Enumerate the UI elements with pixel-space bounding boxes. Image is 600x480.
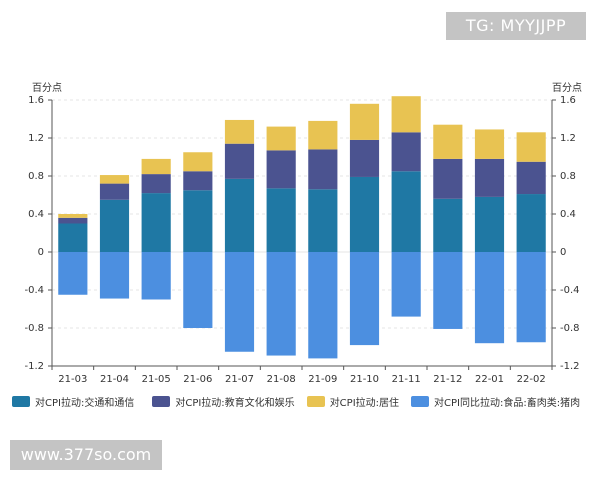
legend-swatch-education — [152, 395, 171, 407]
bar-segment-s1-21-03 — [58, 217, 88, 224]
y-axis-left-unit: 百分点 — [32, 82, 62, 94]
bar-segment-s3-21-09 — [308, 252, 338, 359]
y-tick-label-left: 0.8 — [28, 171, 44, 182]
bar-segment-s3-21-11 — [391, 252, 421, 317]
bar-segment-s2-21-07 — [224, 119, 255, 144]
x-tick-label: 21-05 — [142, 374, 171, 385]
bar-segment-s2-21-10 — [349, 103, 380, 140]
legend-item-housing: 对CPI拉动:居住 — [306, 394, 400, 409]
y-axis-right-unit: 百分点 — [552, 82, 582, 94]
bar-segment-s0-21-11 — [391, 171, 421, 252]
x-tick-label: 21-10 — [350, 374, 379, 385]
bar-segment-s1-21-11 — [391, 132, 421, 172]
y-tick-label-right: -1.2 — [560, 361, 580, 372]
x-tick-label: 21-06 — [183, 374, 212, 385]
legend-label-transport: 对CPI拉动:交通和通信 — [35, 397, 135, 409]
y-tick-label-right: 1.6 — [560, 95, 576, 106]
y-tick-label-right: 1.2 — [560, 133, 576, 144]
bottom-watermark: www.377so.com — [10, 440, 162, 470]
x-tick-label: 22-02 — [517, 374, 546, 385]
x-tick-label: 21-04 — [100, 374, 129, 385]
bar-segment-s1-21-04 — [99, 183, 130, 200]
legend-label-housing: 对CPI拉动:居住 — [329, 397, 400, 409]
bar-segment-s2-21-03 — [58, 214, 88, 218]
bar-segment-s3-21-05 — [141, 252, 171, 300]
legend-swatch-transport — [12, 395, 30, 407]
bar-segment-s0-21-06 — [183, 190, 213, 252]
bar-segment-s1-22-02 — [516, 161, 546, 195]
bar-segment-s2-21-08 — [266, 126, 296, 151]
y-tick-label-left: -0.8 — [24, 323, 44, 334]
bar-segment-s2-21-11 — [391, 96, 421, 133]
y-tick-label-right: -0.8 — [560, 323, 580, 334]
bar-segment-s3-21-07 — [224, 252, 255, 352]
x-tick-label: 21-07 — [225, 374, 254, 385]
x-tick-label: 21-12 — [433, 374, 462, 385]
bar-segment-s0-21-08 — [266, 188, 296, 252]
bar-segment-s0-21-10 — [349, 176, 380, 252]
y-tick-label-right: 0 — [560, 247, 566, 258]
y-tick-label-left: -1.2 — [24, 361, 44, 372]
bar-segment-s2-21-12 — [433, 124, 463, 159]
bar-segment-s3-21-06 — [183, 252, 213, 328]
y-tick-label-left: 0 — [38, 247, 44, 258]
legend-label-education: 对CPI拉动:教育文化和娱乐 — [175, 397, 295, 409]
bar-segment-s0-21-12 — [433, 198, 463, 252]
bar-segment-s3-22-02 — [516, 252, 546, 343]
x-tick-label: 21-03 — [58, 374, 87, 385]
bar-segment-s0-21-07 — [224, 178, 255, 252]
legend-item-education: 对CPI拉动:教育文化和娱乐 — [152, 394, 295, 409]
bar-segment-s0-21-03 — [58, 223, 88, 252]
legend-item-pork: 对CPI同比拉动:食品:畜肉类:猪肉 — [411, 394, 580, 409]
top-watermark: TG: MYYJJPP — [446, 12, 586, 40]
bar-segment-s0-21-09 — [308, 189, 338, 252]
y-tick-label-left: 1.6 — [28, 95, 44, 106]
y-tick-label-left: 0.4 — [28, 209, 44, 220]
bar-segment-s3-22-01 — [474, 252, 505, 344]
bar-segment-s1-21-09 — [308, 149, 338, 190]
bar-segment-s2-21-04 — [99, 175, 130, 184]
bar-segment-s1-21-05 — [141, 174, 171, 194]
x-tick-label: 21-09 — [308, 374, 337, 385]
x-tick-label: 21-11 — [392, 374, 421, 385]
bar-segment-s3-21-04 — [99, 252, 130, 299]
y-tick-label-right: 0.8 — [560, 171, 576, 182]
bar-segment-s0-21-05 — [141, 193, 171, 252]
bar-segment-s2-21-09 — [308, 120, 338, 150]
bar-segment-s2-21-06 — [183, 152, 213, 172]
legend-swatch-pork — [411, 395, 430, 407]
chart-legend: 对CPI拉动:交通和通信 对CPI拉动:教育文化和娱乐 对CPI拉动:居住 对C… — [12, 390, 592, 412]
x-tick-label: 21-08 — [267, 374, 296, 385]
legend-swatch-housing — [306, 395, 325, 407]
y-tick-label-left: 1.2 — [28, 133, 44, 144]
bar-segment-s3-21-12 — [433, 252, 463, 329]
bar-segment-s0-22-01 — [474, 196, 505, 252]
bar-segment-s1-21-06 — [183, 171, 213, 191]
bar-segment-s3-21-03 — [58, 252, 88, 295]
bar-segment-s0-21-04 — [99, 199, 130, 252]
bar-segment-s2-21-05 — [141, 158, 171, 175]
bar-segment-s2-22-02 — [516, 132, 546, 162]
bar-segment-s1-21-07 — [224, 143, 255, 179]
bar-segment-s3-21-08 — [266, 252, 296, 356]
y-tick-label-right: -0.4 — [560, 285, 580, 296]
y-tick-label-left: -0.4 — [24, 285, 44, 296]
x-tick-label: 22-01 — [475, 374, 504, 385]
bar-segment-s3-21-10 — [349, 252, 380, 346]
bar-segment-s1-21-12 — [433, 158, 463, 199]
y-tick-label-right: 0.4 — [560, 209, 576, 220]
bar-segment-s1-21-10 — [349, 139, 380, 177]
bar-segment-s1-22-01 — [474, 158, 505, 197]
bar-segment-s0-22-02 — [516, 194, 546, 252]
bar-segment-s1-21-08 — [266, 150, 296, 189]
bar-segment-s2-22-01 — [474, 129, 505, 159]
legend-item-transport: 对CPI拉动:交通和通信 — [12, 394, 134, 409]
legend-label-pork: 对CPI同比拉动:食品:畜肉类:猪肉 — [434, 397, 581, 409]
